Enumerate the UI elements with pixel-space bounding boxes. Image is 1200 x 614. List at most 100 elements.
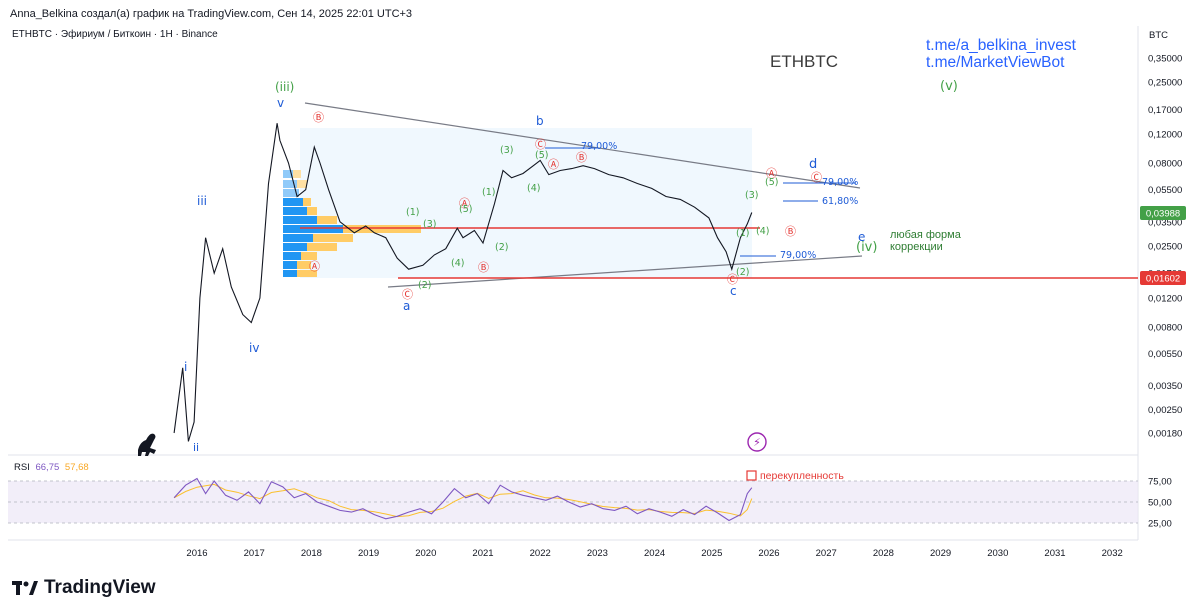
price-tick-label: 0,00180 — [1148, 429, 1182, 440]
rsi-series-group[interactable] — [173, 477, 753, 522]
current-price-tag: 0,03988 — [1140, 206, 1186, 220]
price-tick-label: 0,12000 — [1148, 130, 1182, 141]
wave-label: Ⓒ — [811, 171, 822, 184]
overbought-marker — [746, 470, 757, 481]
price-line[interactable] — [173, 123, 753, 442]
wave-label: (4) — [451, 258, 465, 269]
wave-label: Ⓐ — [766, 167, 777, 180]
wave-label: (4) — [756, 226, 770, 237]
wave-label: (iv) — [856, 240, 878, 255]
link-invest[interactable]: t.me/a_belkina_invest — [926, 37, 1076, 54]
wave-label: Ⓑ — [576, 151, 587, 164]
price-tick-label: 0,35000 — [1148, 54, 1182, 65]
price-series-group[interactable] — [173, 123, 753, 442]
wave-label: Ⓐ — [459, 197, 470, 210]
price-tick-label: 0,02500 — [1148, 241, 1182, 252]
time-tick-label: 2032 — [1102, 548, 1123, 559]
level-price-tag: 0,01602 — [1140, 271, 1186, 285]
lower-trendline[interactable] — [387, 255, 863, 288]
wave-label: b — [536, 114, 544, 128]
wave-label: (5) — [535, 150, 549, 161]
price-tick-label: 0,00250 — [1148, 405, 1182, 416]
author-line: Anna_Belkina создал(а) график на Trading… — [10, 8, 413, 20]
time-tick-label: 2018 — [301, 548, 322, 559]
rsi-axis: 75,00 50,00 25,00 — [1148, 477, 1172, 530]
currency-label[interactable]: BTC — [1149, 30, 1168, 41]
price-axis[interactable]: 0,35000 0,25000 0,17000 0,12000 0,08000 0,055… — [1148, 54, 1182, 440]
time-tick-label: 2016 — [186, 548, 207, 559]
time-tick-label: 2020 — [415, 548, 436, 559]
dino-icon — [138, 433, 156, 456]
wave-label: Ⓑ — [785, 225, 796, 238]
wave-label: v — [277, 96, 285, 110]
time-tick-label: 2029 — [930, 548, 951, 559]
wave-label: Ⓒ — [402, 288, 413, 301]
price-tick-label: 0,00800 — [1148, 322, 1182, 333]
upper-trendline[interactable] — [304, 102, 861, 189]
wave-label: Ⓒ — [535, 138, 546, 151]
wave-label: 79,00% — [822, 177, 859, 188]
rsi-tick-label: 50,00 — [1148, 498, 1172, 509]
time-tick-label: 2026 — [758, 548, 779, 559]
price-tick-label: 0,01200 — [1148, 294, 1182, 305]
price-tick-label: 0,08000 — [1148, 159, 1182, 170]
time-tick-label: 2019 — [358, 548, 379, 559]
wave-label: (1) — [482, 187, 496, 198]
wave-label: (2) — [495, 242, 509, 253]
wave-label: ii — [193, 441, 200, 454]
time-tick-label: 2025 — [701, 548, 722, 559]
wave-label: 79,00% — [581, 141, 618, 152]
rsi-value: 66,75 — [35, 462, 60, 473]
chart-title: ETHBTC — [770, 52, 838, 71]
price-tick-label: 0,25000 — [1148, 77, 1182, 88]
rsi-ma-line[interactable] — [173, 483, 753, 518]
correction-note: любая форма коррекции — [890, 229, 961, 253]
time-axis[interactable]: 2016 2017 2018 2019 2020 2021 2022 2023 2024 2025… — [186, 548, 1122, 559]
wave-label: (1) — [736, 228, 750, 239]
wave-label: (v) — [940, 79, 958, 94]
wave-label: iii — [197, 194, 208, 208]
wave-label: (3) — [745, 190, 759, 201]
footer-brand-text: TradingView — [44, 577, 156, 598]
time-tick-label: 2017 — [244, 548, 265, 559]
time-tick-label: 2022 — [530, 548, 551, 559]
rsi-line[interactable] — [173, 477, 753, 522]
price-tick-label: 0,05500 — [1148, 185, 1182, 196]
tradingview-logo-icon — [12, 581, 38, 595]
overbought-note: перекупленность — [760, 470, 844, 482]
rsi-tick-label: 25,00 — [1148, 519, 1172, 530]
time-tick-label: 2027 — [816, 548, 837, 559]
time-tick-label: 2024 — [644, 548, 665, 559]
rsi-ma-value: 57,68 — [64, 462, 89, 473]
wave-label: c — [730, 284, 737, 298]
wave-label: (2) — [418, 280, 432, 291]
wave-label: (1) — [406, 207, 420, 218]
lightning-icon: ⚡ — [753, 436, 761, 449]
wave-label: (3) — [423, 219, 437, 230]
wave-label: iv — [249, 341, 260, 355]
link-bot[interactable]: t.me/MarketViewBot — [926, 54, 1065, 71]
volume-profile — [283, 170, 421, 277]
wave-label: Ⓑ — [478, 261, 489, 274]
symbol-line[interactable]: ETHBTC · Эфириум / Биткоин · 1H · Binanc… — [12, 29, 218, 40]
consolidation-zone — [300, 128, 752, 278]
wave-label: (4) — [527, 183, 541, 194]
rsi-legend[interactable]: RSI 66,75 57,68 — [14, 462, 89, 473]
time-tick-label: 2030 — [987, 548, 1008, 559]
time-tick-label: 2031 — [1044, 548, 1065, 559]
svg-text:0,03988: 0,03988 — [1146, 209, 1180, 220]
wave-label: a — [403, 299, 411, 313]
event-icon-circle[interactable] — [747, 432, 767, 452]
price-tick-label: 0,17000 — [1148, 105, 1182, 116]
wave-label: (iii) — [275, 80, 295, 94]
time-tick-label: 2023 — [587, 548, 608, 559]
wave-label: d — [809, 157, 818, 172]
wave-label: Ⓑ — [313, 111, 324, 124]
footer-brand[interactable]: TradingView — [12, 577, 156, 599]
wave-label: e — [858, 230, 866, 244]
rsi-label: RSI — [14, 462, 30, 473]
wave-label: (3) — [500, 145, 514, 156]
wave-label: (5) — [459, 204, 473, 215]
wave-label: Ⓒ — [727, 273, 738, 286]
